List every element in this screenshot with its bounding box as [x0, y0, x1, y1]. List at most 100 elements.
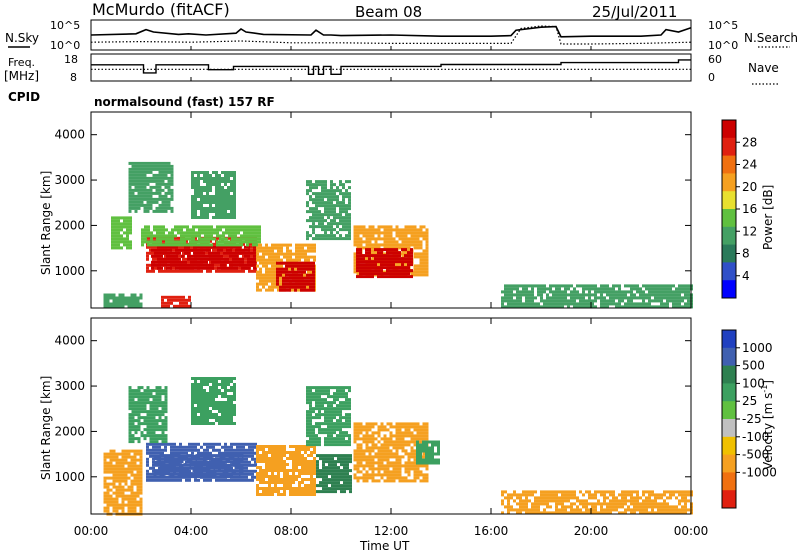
echo-cell	[178, 248, 181, 252]
echo-cell	[283, 493, 286, 496]
echo-cell	[136, 494, 140, 498]
echo-cell	[139, 455, 143, 459]
echo-cell	[333, 222, 336, 226]
echo-cell	[146, 203, 150, 207]
echo-cell	[169, 257, 172, 261]
echo-cell	[368, 248, 371, 252]
echo-cell	[149, 389, 153, 393]
echo-cell	[359, 275, 362, 279]
echo-cell	[206, 180, 209, 183]
noise-series-line	[90, 25, 692, 38]
echo-cell	[292, 454, 295, 457]
echo-cell	[166, 266, 169, 270]
echo-cell	[600, 287, 603, 291]
echo-cell	[325, 478, 328, 482]
echo-cell	[325, 454, 328, 458]
echo-cell	[221, 201, 224, 204]
echo-cell	[419, 267, 423, 271]
echo-cell	[209, 239, 212, 243]
echo-cell	[161, 401, 165, 405]
echo-cell	[128, 203, 132, 207]
echo-cell	[519, 290, 522, 294]
echo-cell	[139, 293, 143, 297]
echo-cell	[401, 243, 405, 247]
echo-cell	[395, 452, 399, 456]
echo-cell	[189, 472, 193, 476]
echo-cell	[630, 305, 633, 309]
echo-cell	[155, 392, 159, 396]
echo-cell	[204, 237, 207, 241]
echo-cell	[215, 174, 218, 177]
echo-cell	[143, 203, 147, 207]
echo-cell	[380, 473, 384, 477]
echo-cell	[213, 454, 217, 458]
echo-cell	[522, 293, 525, 297]
echo-cell	[128, 395, 132, 399]
echo-cell	[219, 243, 222, 247]
echo-cell	[197, 395, 200, 398]
echo-cell	[171, 454, 175, 458]
echo-cell	[401, 455, 405, 459]
echo-cell	[353, 255, 357, 259]
echo-cell	[336, 216, 339, 220]
echo-cell	[166, 257, 169, 261]
echo-cell	[180, 237, 183, 241]
echo-cell	[149, 434, 153, 438]
echo-cell	[262, 264, 265, 268]
echo-cell	[164, 304, 167, 308]
echo-cell	[256, 255, 259, 259]
echo-cell	[180, 472, 184, 476]
echo-cell	[157, 260, 160, 264]
echo-cell	[325, 466, 328, 470]
echo-cell	[416, 255, 420, 259]
echo-cell	[413, 228, 417, 232]
echo-cell	[182, 454, 185, 458]
echo-cell	[202, 248, 205, 252]
echo-cell	[147, 228, 150, 232]
echo-cell	[306, 267, 309, 271]
echo-cell	[120, 234, 123, 238]
echo-cell	[392, 443, 396, 447]
echo-cell	[684, 296, 687, 300]
echo-cell	[300, 270, 303, 274]
echo-cell	[224, 204, 227, 207]
echo-cell	[371, 266, 374, 270]
echo-cell	[392, 263, 395, 267]
echo-cell	[214, 257, 217, 261]
echo-cell	[140, 398, 144, 402]
echo-cell	[309, 279, 312, 283]
echo-cell	[155, 445, 158, 449]
echo-cell	[380, 272, 383, 276]
echo-cell	[386, 473, 390, 477]
echo-cell	[124, 302, 128, 306]
echo-cell	[389, 479, 393, 483]
echo-cell	[156, 463, 160, 467]
echo-cell	[336, 195, 339, 199]
echo-cell	[346, 475, 349, 479]
echo-cell	[410, 425, 414, 429]
echo-cell	[131, 407, 135, 411]
echo-cell	[204, 469, 208, 473]
echo-cell	[158, 209, 162, 213]
echo-cell	[437, 443, 440, 447]
echo-cell	[161, 206, 165, 210]
echo-cell	[301, 243, 304, 247]
echo-cell	[404, 257, 407, 261]
echo-cell	[283, 487, 286, 490]
echo-cell	[134, 425, 138, 429]
echo-cell	[115, 299, 119, 303]
echo-cell	[203, 451, 206, 455]
echo-cell	[368, 254, 371, 258]
echo-cell	[368, 425, 372, 429]
echo-cell	[134, 167, 138, 171]
echo-cell	[242, 475, 245, 479]
echo-cell	[365, 440, 369, 444]
echo-cell	[312, 237, 315, 241]
echo-cell	[199, 251, 202, 255]
echo-cell	[170, 298, 173, 302]
echo-cell	[206, 269, 209, 273]
echo-cell	[247, 263, 250, 267]
echo-cell	[398, 234, 402, 238]
echo-cell	[178, 257, 181, 261]
echo-cell	[222, 454, 226, 458]
